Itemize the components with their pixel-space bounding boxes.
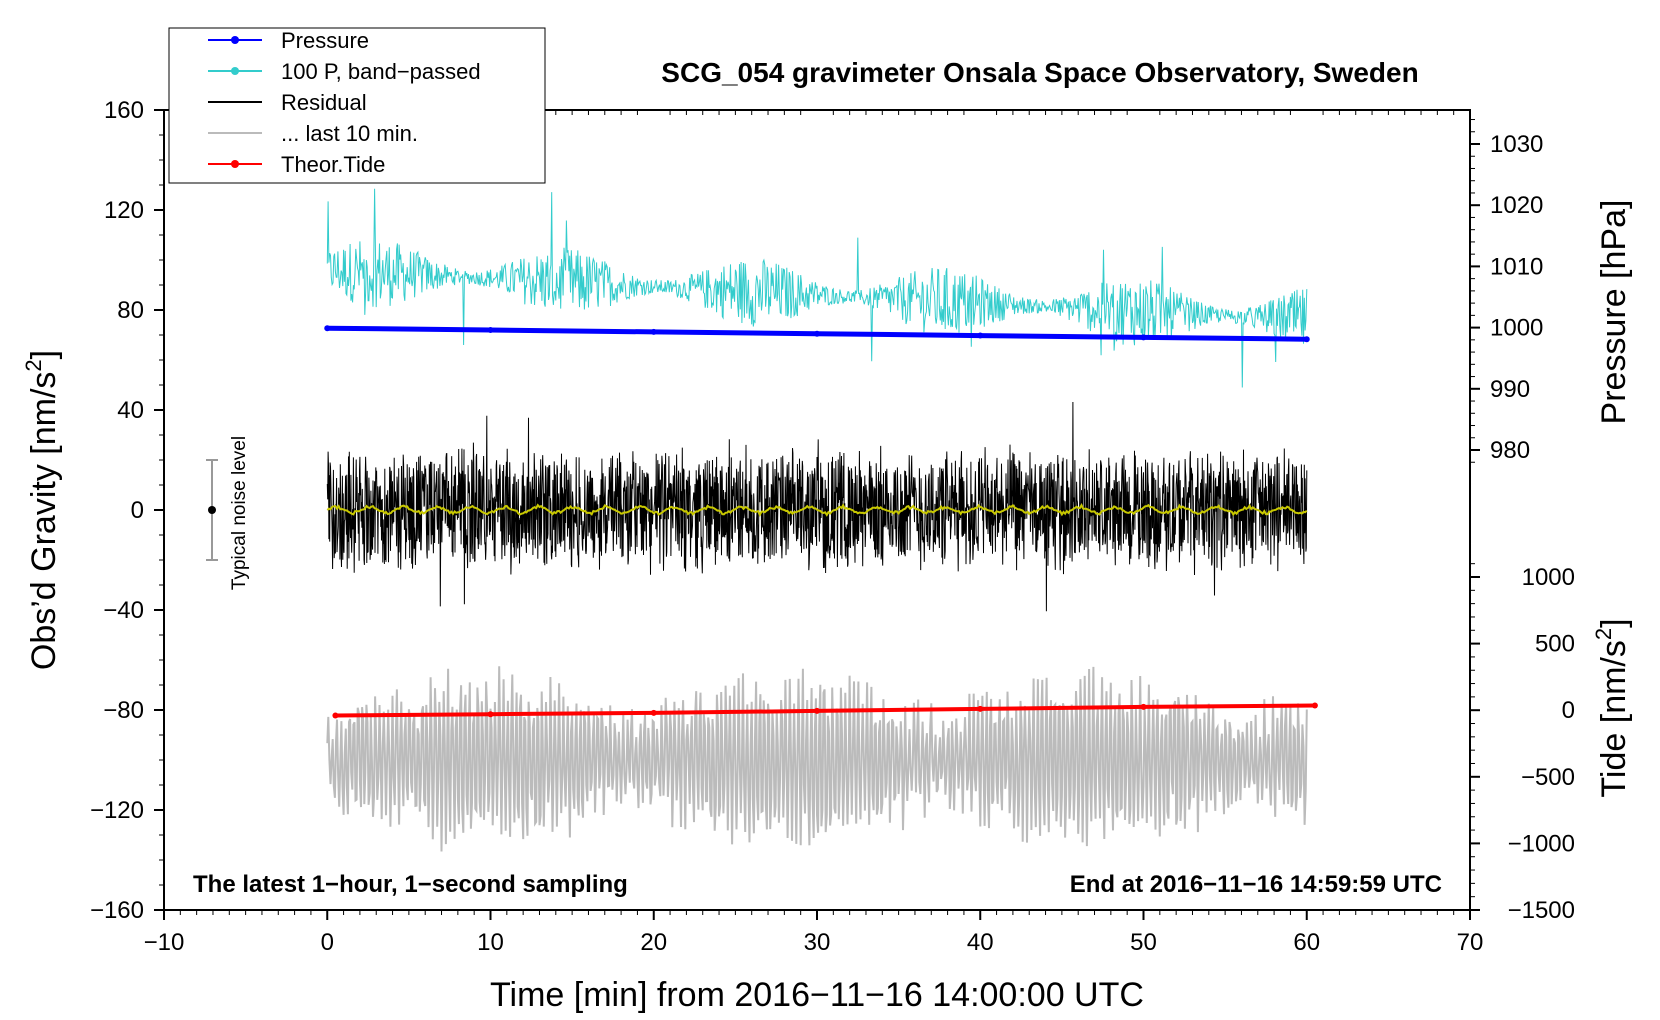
tick-layer: −10 0 10 20 30 40 50 60 70−160−120−80−4004080120… (90, 97, 1575, 956)
chart-title: SCG_054 gravimeter Onsala Space Observat… (661, 57, 1418, 88)
y-tick-label: 160 (104, 97, 144, 124)
tide-axis-title: Tide [nm/s2] (1591, 618, 1633, 797)
tide-tick-label: 0 (1562, 697, 1575, 724)
legend-item: Theor.Tide (208, 152, 385, 177)
series-residual (326, 401, 1308, 612)
legend-item: ... last 10 min. (208, 121, 418, 146)
y-tick-label: −120 (90, 797, 144, 824)
pressure-tick-label: 1030 (1490, 131, 1543, 158)
x-tick-label: 30 (804, 929, 831, 956)
legend-item: Residual (208, 90, 367, 115)
bottom-right-note: End at 2016−11−16 14:59:59 UTC (1070, 871, 1442, 898)
series-tide (332, 702, 1318, 719)
legend-label: ... last 10 min. (281, 121, 418, 146)
legend-marker (231, 67, 239, 75)
series-pressure (324, 325, 1310, 343)
x-axis-title: Time [min] from 2016−11−16 14:00:00 UTC (490, 976, 1144, 1014)
legend-label: 100 P, band−passed (281, 59, 481, 84)
x-tick-label: 60 (1293, 929, 1320, 956)
pressure-tick-label: 1020 (1490, 192, 1543, 219)
legend-box (168, 27, 546, 184)
residual-line (326, 401, 1308, 612)
legend-marker (231, 36, 239, 44)
legend-item: 100 P, band−passed (208, 59, 481, 84)
tide-axis-title-sup: 2 (1591, 628, 1616, 640)
last10min-line (326, 666, 1308, 852)
tide-tick-label: −1000 (1508, 830, 1575, 857)
pressure-point (1140, 334, 1147, 341)
pressure-axis-title: Pressure [hPa] (1595, 200, 1633, 425)
legend-label: Pressure (281, 28, 369, 53)
tide-point (814, 707, 820, 714)
tide-axis-title-end: ] (1595, 618, 1633, 627)
pressure-tick-label: 990 (1490, 376, 1530, 403)
legend-marker (231, 160, 239, 168)
tide-point (487, 711, 494, 718)
tide-point (1140, 703, 1147, 710)
noise-label: Typical noise level (229, 436, 250, 590)
x-tick-label: 0 (321, 929, 334, 956)
noise-dot (208, 506, 216, 514)
x-tick-label: −10 (144, 929, 185, 956)
pressure-tick-label: 1000 (1490, 315, 1543, 342)
pressure-tick-label: 1010 (1490, 253, 1543, 280)
y-tick-label: −160 (90, 897, 144, 924)
pressure-point (487, 327, 494, 334)
pressure-point (650, 328, 657, 335)
x-tick-label: 20 (640, 929, 667, 956)
x-tick-label: 50 (1130, 929, 1157, 956)
pressure-point (977, 332, 984, 339)
legend: Pressure 100 P, band−passed Residual ... la… (168, 27, 546, 184)
y-tick-label: 40 (117, 397, 144, 424)
pressure-point (324, 325, 331, 332)
tide-point (650, 709, 657, 716)
pressure-tick-label: 980 (1490, 437, 1530, 464)
y-axis-title-sup: 2 (21, 359, 46, 371)
series-residual-smoothed (326, 503, 1308, 517)
y-axis-title: Obs’d Gravity [nm/s2] (21, 350, 63, 670)
y-tick-label: 120 (104, 197, 144, 224)
tide-point (332, 712, 339, 719)
legend-label: Theor.Tide (281, 152, 385, 177)
bandpassed-line (326, 188, 1308, 388)
tide-point (977, 705, 984, 712)
x-tick-label: 10 (477, 929, 504, 956)
legend-items: Pressure 100 P, band−passed Residual ... la… (208, 28, 481, 177)
series-layer (324, 188, 1318, 852)
tide-tick-label: 500 (1535, 631, 1575, 658)
noise-indicator: Typical noise level (206, 436, 250, 590)
series-last10min (326, 666, 1308, 852)
residual-smoothed-line (326, 503, 1308, 517)
tide-tick-label: −1500 (1508, 897, 1575, 924)
tide-tick-label: −500 (1521, 764, 1575, 791)
legend-label: Residual (281, 90, 367, 115)
y-tick-label: 0 (131, 497, 144, 524)
pressure-point (814, 330, 820, 337)
y-tick-label: −80 (103, 697, 144, 724)
series-bandpassed (326, 188, 1308, 388)
y-axis-title-end: ] (25, 350, 63, 359)
bottom-left-note: The latest 1−hour, 1−second sampling (193, 871, 628, 898)
tide-tick-label: 1000 (1522, 564, 1575, 591)
y-tick-label: −40 (103, 597, 144, 624)
pressure-point (1303, 336, 1310, 343)
y-axis-title-main: Obs’d Gravity [nm/s (25, 372, 63, 671)
tide-point (1311, 702, 1318, 709)
tide-axis-title-main: Tide [nm/s (1595, 640, 1633, 797)
legend-item: Pressure (208, 28, 369, 53)
x-tick-label: 70 (1457, 929, 1484, 956)
x-tick-label: 40 (967, 929, 994, 956)
y-tick-label: 80 (117, 297, 144, 324)
